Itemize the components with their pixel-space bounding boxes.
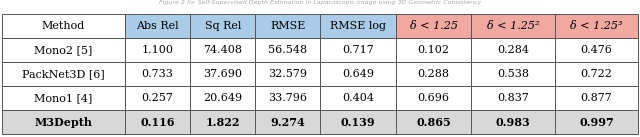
Text: 0.538: 0.538 [497,69,529,79]
Text: δ < 1.25²: δ < 1.25² [487,21,540,31]
Text: 1.100: 1.100 [141,45,173,55]
Bar [321,62,396,86]
Text: 0.837: 0.837 [497,93,529,103]
Bar [2,14,125,38]
Text: 0.722: 0.722 [580,69,612,79]
Bar [190,14,255,38]
Text: Figure 2 for Self-Supervised Depth Estimation in Laparoscopic Image using 3D Geo: Figure 2 for Self-Supervised Depth Estim… [159,0,481,5]
Text: Mono2 [5]: Mono2 [5] [35,45,93,55]
Text: 0.865: 0.865 [416,117,451,128]
Text: Sq Rel: Sq Rel [205,21,241,31]
Text: 20.649: 20.649 [203,93,243,103]
Text: 0.102: 0.102 [417,45,449,55]
Bar [255,14,321,38]
Bar [2,38,125,62]
Text: RMSE log: RMSE log [330,21,386,31]
Text: 0.404: 0.404 [342,93,374,103]
Text: 0.997: 0.997 [579,117,614,128]
Text: 0.284: 0.284 [497,45,529,55]
Bar [255,38,321,62]
Text: 0.733: 0.733 [141,69,173,79]
Bar [255,62,321,86]
Bar [190,86,255,110]
Text: 9.274: 9.274 [271,117,305,128]
Bar [190,110,255,134]
Text: PackNet3D [6]: PackNet3D [6] [22,69,105,79]
Bar [125,38,190,62]
Bar [321,14,396,38]
Bar [555,86,638,110]
Text: Method: Method [42,21,85,31]
Bar [396,38,471,62]
Text: 33.796: 33.796 [268,93,307,103]
Text: 0.139: 0.139 [341,117,376,128]
Bar [471,110,555,134]
Text: 32.579: 32.579 [268,69,307,79]
Text: 1.822: 1.822 [205,117,240,128]
Bar [471,14,555,38]
Bar [190,38,255,62]
Bar [255,86,321,110]
Bar [471,62,555,86]
Bar [471,38,555,62]
Bar [471,86,555,110]
Text: 0.696: 0.696 [417,93,449,103]
Text: 37.690: 37.690 [204,69,242,79]
Bar [125,110,190,134]
Text: 0.717: 0.717 [342,45,374,55]
Text: M3Depth: M3Depth [35,117,92,128]
Bar [2,110,125,134]
Bar [555,38,638,62]
Bar [555,14,638,38]
Bar [555,62,638,86]
Text: 0.116: 0.116 [140,117,175,128]
Bar [396,62,471,86]
Bar [396,86,471,110]
Text: 0.288: 0.288 [417,69,449,79]
Bar [396,14,471,38]
Bar [125,86,190,110]
Bar [125,14,190,38]
Text: 0.983: 0.983 [495,117,531,128]
Text: Abs Rel: Abs Rel [136,21,179,31]
Text: δ < 1.25³: δ < 1.25³ [570,21,623,31]
Bar [190,62,255,86]
Text: 0.476: 0.476 [580,45,612,55]
Bar [321,86,396,110]
Bar [396,110,471,134]
Bar [255,110,321,134]
Text: 74.408: 74.408 [204,45,242,55]
Bar [321,110,396,134]
Bar [321,38,396,62]
Text: RMSE: RMSE [270,21,305,31]
Text: 0.257: 0.257 [141,93,173,103]
Text: 0.649: 0.649 [342,69,374,79]
Text: 0.877: 0.877 [580,93,612,103]
Bar [125,62,190,86]
Text: 56.548: 56.548 [268,45,307,55]
Bar [2,86,125,110]
Bar [2,62,125,86]
Text: Mono1 [4]: Mono1 [4] [35,93,93,103]
Bar [555,110,638,134]
Text: δ < 1.25: δ < 1.25 [410,21,458,31]
